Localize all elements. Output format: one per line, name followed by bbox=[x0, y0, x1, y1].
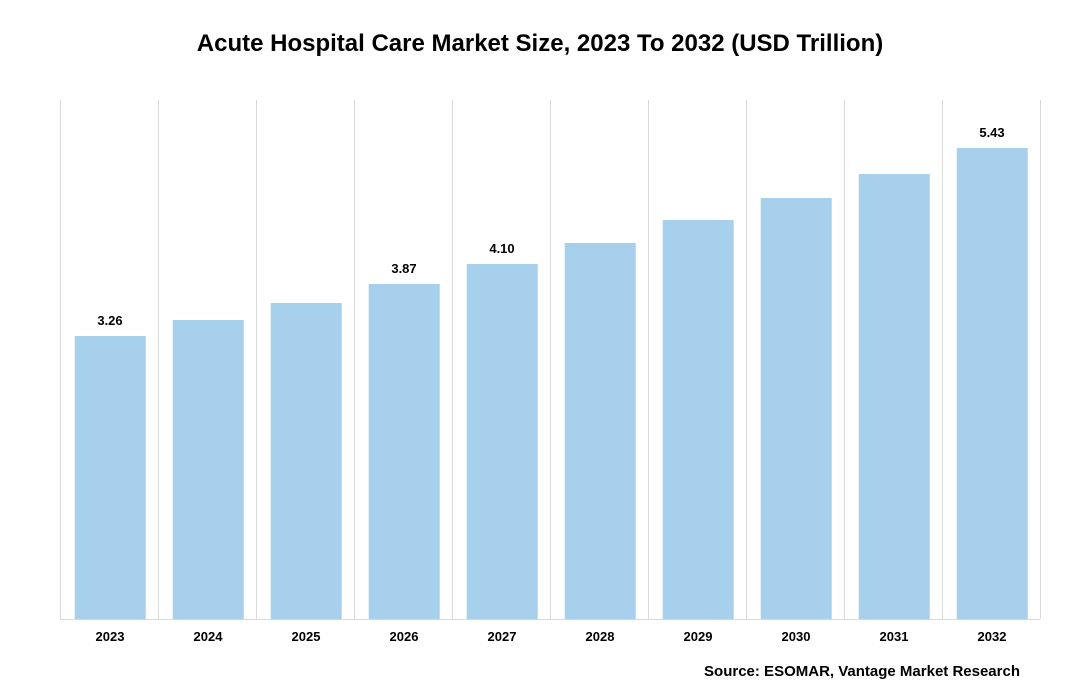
bar bbox=[467, 264, 538, 619]
bar-value-label: 3.26 bbox=[97, 313, 122, 328]
bar bbox=[663, 220, 734, 619]
bar bbox=[75, 336, 146, 619]
chart-title: Acute Hospital Care Market Size, 2023 To… bbox=[0, 30, 1080, 58]
bar-group: 2029 bbox=[649, 99, 747, 619]
bar-group: 2031 bbox=[845, 99, 943, 619]
bar bbox=[565, 243, 636, 619]
bar bbox=[957, 148, 1028, 619]
bar-group: 2025 bbox=[257, 99, 355, 619]
bar bbox=[271, 303, 342, 619]
bar-value-label: 5.43 bbox=[979, 125, 1004, 140]
bar bbox=[761, 198, 832, 619]
bar-group: 2024 bbox=[159, 99, 257, 619]
bar bbox=[369, 284, 440, 619]
bar-group: 4.102027 bbox=[453, 99, 551, 619]
x-axis-label: 2031 bbox=[880, 629, 909, 644]
x-axis-label: 2028 bbox=[586, 629, 615, 644]
x-axis-label: 2026 bbox=[390, 629, 419, 644]
bar-value-label: 4.10 bbox=[489, 241, 514, 256]
bar-value-label: 3.87 bbox=[391, 261, 416, 276]
bar-group: 5.432032 bbox=[943, 99, 1041, 619]
x-axis-label: 2030 bbox=[782, 629, 811, 644]
bar-group: 2028 bbox=[551, 99, 649, 619]
chart-plot-area: 3.262023202420253.8720264.10202720282029… bbox=[60, 100, 1040, 620]
bar-group: 3.872026 bbox=[355, 99, 453, 619]
bar-group: 2030 bbox=[747, 99, 845, 619]
x-axis-label: 2027 bbox=[488, 629, 517, 644]
x-axis-label: 2032 bbox=[978, 629, 1007, 644]
x-axis-label: 2025 bbox=[292, 629, 321, 644]
x-axis-label: 2024 bbox=[194, 629, 223, 644]
x-axis-label: 2023 bbox=[96, 629, 125, 644]
x-axis-label: 2029 bbox=[684, 629, 713, 644]
bar bbox=[859, 174, 930, 619]
source-attribution: Source: ESOMAR, Vantage Market Research bbox=[704, 663, 1020, 680]
bar-group: 3.262023 bbox=[61, 99, 159, 619]
bar bbox=[173, 320, 244, 619]
